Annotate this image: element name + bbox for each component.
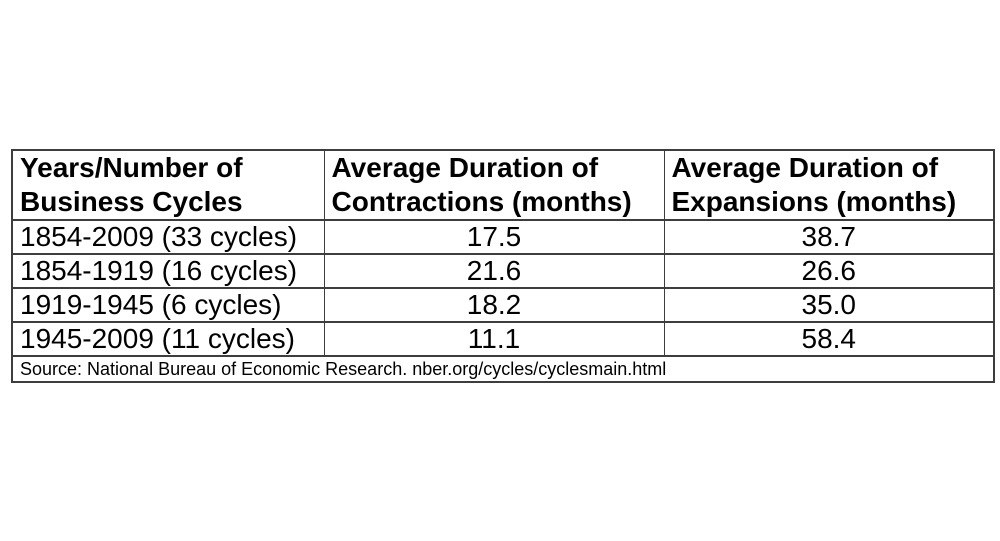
table-row: 1945-2009 (11 cycles) 11.1 58.4 — [11, 321, 995, 357]
cell-period: 1945-2009 (11 cycles) — [11, 321, 325, 357]
table-header-row: Years/Number of Business Cycles Average … — [11, 149, 995, 221]
cell-contractions: 21.6 — [323, 253, 665, 289]
source-note: Source: National Bureau of Economic Rese… — [11, 355, 995, 383]
column-header-contractions: Average Duration of Contractions (months… — [323, 149, 665, 221]
table-row: 1919-1945 (6 cycles) 18.2 35.0 — [11, 287, 995, 323]
table-row: 1854-2009 (33 cycles) 17.5 38.7 — [11, 219, 995, 255]
cell-contractions: 18.2 — [323, 287, 665, 323]
column-header-expansions: Average Duration of Expansions (months) — [663, 149, 995, 221]
cell-period: 1854-2009 (33 cycles) — [11, 219, 325, 255]
cell-contractions: 11.1 — [323, 321, 665, 357]
table-row: 1854-1919 (16 cycles) 21.6 26.6 — [11, 253, 995, 289]
table-source-row: Source: National Bureau of Economic Rese… — [11, 355, 995, 383]
cell-period: 1919-1945 (6 cycles) — [11, 287, 325, 323]
cell-expansions: 38.7 — [663, 219, 995, 255]
column-header-years: Years/Number of Business Cycles — [11, 149, 325, 221]
cell-period: 1854-1919 (16 cycles) — [11, 253, 325, 289]
cell-expansions: 35.0 — [663, 287, 995, 323]
business-cycles-table: Years/Number of Business Cycles Average … — [11, 149, 995, 383]
cell-contractions: 17.5 — [323, 219, 665, 255]
cell-expansions: 58.4 — [663, 321, 995, 357]
cell-expansions: 26.6 — [663, 253, 995, 289]
